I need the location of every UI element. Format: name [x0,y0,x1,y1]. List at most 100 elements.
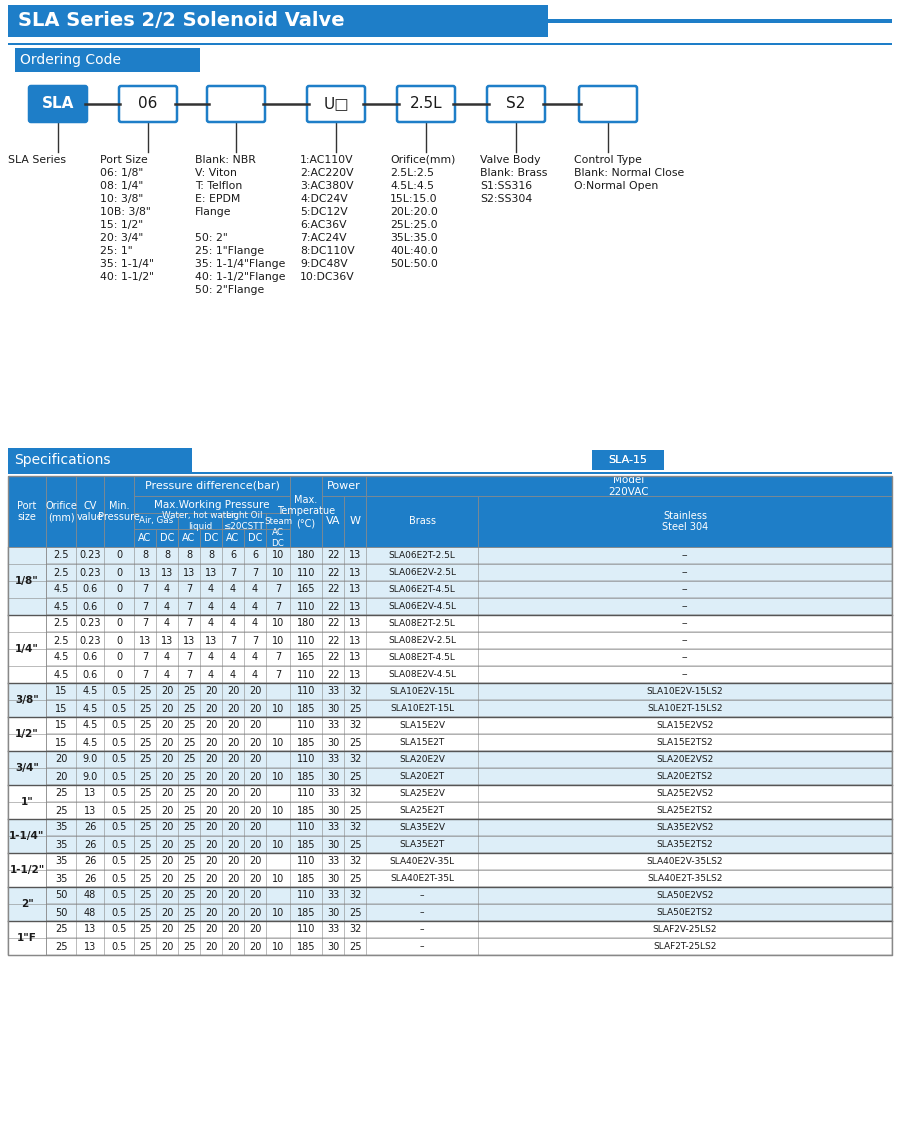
Text: 2.5: 2.5 [53,636,68,646]
FancyBboxPatch shape [307,86,365,122]
Text: 0.23: 0.23 [79,550,101,560]
Text: SLA06E2V-4.5L: SLA06E2V-4.5L [388,602,456,611]
Text: 25: 25 [183,789,195,799]
Text: 4: 4 [230,669,236,680]
Text: 0.6: 0.6 [83,653,97,663]
Text: 20: 20 [227,907,239,917]
Text: 13: 13 [349,636,361,646]
Bar [134,496,290,513]
Bar [8,632,892,649]
Bar [8,683,46,717]
Text: 20: 20 [161,686,173,696]
Text: 0.5: 0.5 [112,686,127,696]
Text: 20: 20 [161,873,173,884]
Text: 25: 25 [139,806,151,816]
Text: 35: 35 [55,823,68,833]
Text: U□: U□ [323,97,349,112]
Text: 20: 20 [227,873,239,884]
Text: 26: 26 [84,873,96,884]
Text: 0.6: 0.6 [83,602,97,612]
Text: SLA15E2VS2: SLA15E2VS2 [656,721,714,730]
Bar [8,547,46,615]
Text: 20: 20 [248,890,261,900]
Bar [8,666,892,683]
Text: 13: 13 [349,602,361,612]
Text: 4: 4 [164,653,170,663]
Text: 7: 7 [274,602,281,612]
Text: SLA: SLA [41,97,74,112]
Text: 4: 4 [164,669,170,680]
Text: 110: 110 [297,823,315,833]
Text: 185: 185 [297,703,315,713]
Text: 33: 33 [327,789,339,799]
Text: 20: 20 [161,857,173,867]
Text: 30: 30 [327,806,339,816]
Text: 1:AC110V: 1:AC110V [300,156,354,165]
Text: 0.5: 0.5 [112,789,127,799]
Bar [8,472,892,474]
Text: 25: 25 [55,789,68,799]
Text: 25: 25 [183,703,195,713]
Text: 4: 4 [164,619,170,629]
Bar [8,5,548,37]
Bar [178,513,222,529]
Text: 7: 7 [142,602,148,612]
Text: 0: 0 [116,669,122,680]
Bar [8,615,892,632]
Text: 13: 13 [139,568,151,577]
Text: 20: 20 [161,907,173,917]
Text: 7: 7 [274,653,281,663]
Text: 26: 26 [84,840,96,850]
Text: S2: S2 [507,97,526,112]
Text: 30: 30 [327,703,339,713]
Text: 22: 22 [327,669,339,680]
Text: 25: 25 [183,772,195,781]
Text: 25: 25 [183,806,195,816]
Text: 25: 25 [349,941,361,951]
Text: 20: 20 [227,737,239,747]
Text: 35: 35 [55,857,68,867]
Text: 20: 20 [161,772,173,781]
Text: 7: 7 [142,669,148,680]
Text: 4: 4 [208,619,214,629]
Text: SLA15E2T: SLA15E2T [400,738,445,747]
Text: 1": 1" [21,797,33,807]
Text: 35: 35 [55,873,68,884]
Text: 25: 1"Flange: 25: 1"Flange [195,246,264,256]
Text: –: – [419,908,424,917]
Text: 20: 20 [161,890,173,900]
Text: 20: 20 [227,772,239,781]
Text: 25: 25 [349,840,361,850]
Text: --: -- [682,636,688,645]
Text: 2.5: 2.5 [53,619,68,629]
Bar [200,529,222,547]
Text: --: -- [682,653,688,662]
Text: E: EPDM: E: EPDM [195,194,240,204]
Text: 50: 2": 50: 2" [195,233,228,243]
Text: 10: 10 [272,806,284,816]
Text: 185: 185 [297,737,315,747]
Text: Blank: Brass: Blank: Brass [480,168,547,178]
Text: 185: 185 [297,941,315,951]
Bar [8,615,46,683]
Text: 0: 0 [116,636,122,646]
Text: 0: 0 [116,568,122,577]
Text: 35: 1-1/4"Flange: 35: 1-1/4"Flange [195,259,285,269]
Text: 20: 20 [205,823,217,833]
Text: 0.6: 0.6 [83,669,97,680]
Text: SLA25E2VS2: SLA25E2VS2 [656,789,714,798]
Bar [8,921,46,955]
Text: 25: 25 [183,686,195,696]
Text: 20: 20 [55,772,68,781]
Text: 32: 32 [349,686,361,696]
Text: 10: 10 [272,772,284,781]
Text: 0.23: 0.23 [79,568,101,577]
Bar [8,870,892,887]
Text: 110: 110 [297,789,315,799]
Bar [8,476,892,955]
Text: 20: 20 [248,823,261,833]
Text: 20: 20 [248,941,261,951]
Text: --: -- [682,619,688,628]
Text: 33: 33 [327,924,339,934]
Bar [222,513,266,529]
